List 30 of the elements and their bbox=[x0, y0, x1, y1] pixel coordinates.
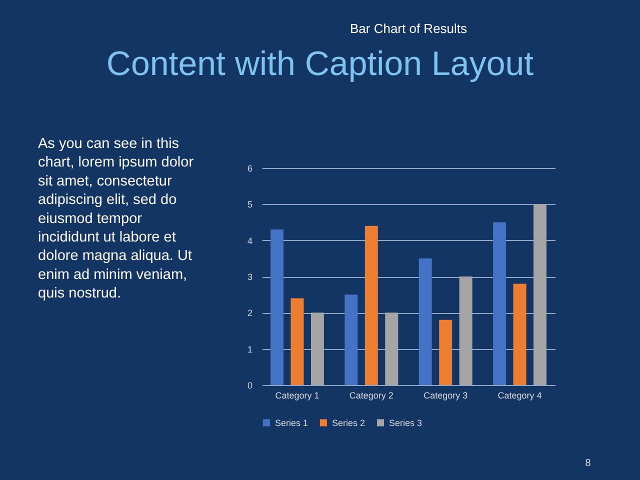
y-tick-label: 5 bbox=[247, 200, 252, 210]
x-tick-label: Category 3 bbox=[424, 390, 468, 400]
legend-label: Series 2 bbox=[332, 418, 366, 428]
text: 8 bbox=[585, 458, 592, 469]
x-tick-label: Category 4 bbox=[498, 390, 542, 400]
x-tick-label: Category 1 bbox=[275, 390, 320, 400]
bar bbox=[439, 320, 452, 385]
y-tick-label: 2 bbox=[247, 308, 252, 318]
bar bbox=[418, 258, 432, 385]
y-tick-label: 0 bbox=[247, 380, 252, 390]
legend-label: Series 1 bbox=[275, 418, 308, 428]
y-tick-label: 1 bbox=[247, 344, 252, 354]
bar bbox=[385, 312, 398, 385]
bar bbox=[533, 204, 546, 385]
legend-label: Series 3 bbox=[389, 418, 422, 428]
bar bbox=[344, 294, 358, 385]
bar bbox=[493, 222, 506, 385]
bar bbox=[364, 226, 378, 385]
bar bbox=[290, 298, 304, 385]
chart-title: Bar Chart of Results bbox=[350, 21, 468, 36]
text: Content with Caption Layout bbox=[106, 45, 534, 83]
text: As you can see in this chart, lorem ipsum dolor sit amet, consectetur adipiscing elit, sed do eiusmod tempor incididunt ut labore et dolore magna aliqua. Ut enim ad minim veniam, quis nostrud. bbox=[38, 136, 194, 302]
x-tick-label: Category 2 bbox=[349, 390, 394, 400]
bar bbox=[513, 284, 526, 385]
bar bbox=[270, 229, 284, 385]
bar bbox=[310, 312, 324, 385]
bar bbox=[459, 276, 472, 385]
y-tick-label: 4 bbox=[247, 236, 252, 246]
y-tick-label: 3 bbox=[247, 272, 252, 282]
y-tick-label: 6 bbox=[247, 164, 252, 174]
